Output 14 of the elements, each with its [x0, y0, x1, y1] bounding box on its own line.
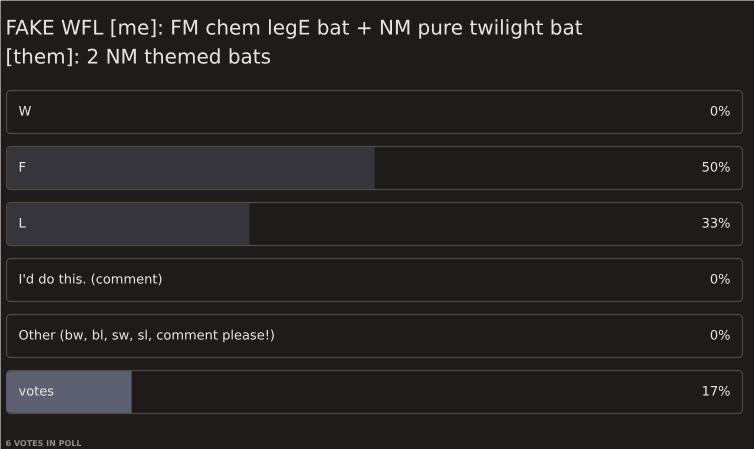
data-label: 0% [710, 104, 730, 120]
data-label: 33% [702, 216, 731, 232]
data-label: 50% [702, 160, 731, 176]
y-tick-label: L [18, 216, 26, 232]
data-label: 17% [702, 384, 731, 400]
data-label: 0% [710, 272, 730, 288]
y-tick-label: W [18, 104, 32, 120]
y-tick-label: F [18, 160, 26, 176]
chart-title: FAKE WFL [me]: FM chem legE bat + NM pure twilight bat [them]: 2 NM themed bats [6, 16, 583, 68]
y-tick-label: I'd do this. (comment) [18, 272, 163, 288]
y-tick-label: votes [18, 384, 54, 400]
data-label: 0% [710, 328, 730, 344]
y-tick-label: Other (bw, bl, sw, sl, comment please!) [18, 328, 275, 344]
text: 6 VOTES IN POLL [6, 439, 82, 448]
